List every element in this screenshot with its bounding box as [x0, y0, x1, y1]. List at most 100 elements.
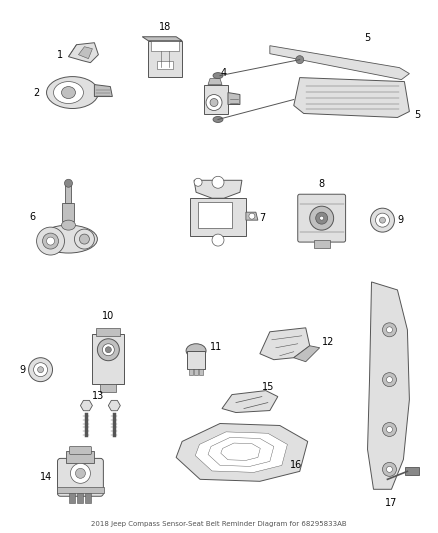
Text: 11: 11	[210, 342, 222, 352]
Bar	[314, 240, 330, 248]
Circle shape	[206, 94, 222, 110]
Circle shape	[79, 234, 89, 244]
Bar	[92, 334, 124, 384]
Bar	[63, 203, 74, 221]
Circle shape	[102, 344, 114, 356]
Text: 2: 2	[33, 87, 40, 98]
Circle shape	[386, 466, 392, 472]
Bar	[198, 202, 232, 228]
FancyBboxPatch shape	[70, 447, 92, 455]
Text: 5: 5	[414, 110, 420, 120]
Ellipse shape	[53, 82, 83, 103]
Circle shape	[42, 233, 59, 249]
FancyBboxPatch shape	[57, 458, 103, 496]
FancyBboxPatch shape	[298, 194, 346, 242]
Polygon shape	[246, 212, 258, 220]
Circle shape	[74, 229, 95, 249]
Polygon shape	[294, 78, 410, 117]
Circle shape	[97, 339, 119, 361]
Bar	[190, 198, 246, 236]
Polygon shape	[222, 391, 278, 413]
Circle shape	[212, 176, 224, 188]
Polygon shape	[108, 400, 120, 411]
Bar	[148, 41, 182, 77]
Circle shape	[382, 462, 396, 477]
Text: 7: 7	[259, 213, 265, 223]
Text: 8: 8	[318, 179, 325, 189]
Polygon shape	[95, 85, 112, 96]
Bar	[85, 493, 92, 503]
Circle shape	[382, 373, 396, 386]
Bar	[78, 493, 83, 503]
Bar	[157, 61, 173, 69]
Polygon shape	[228, 93, 240, 104]
Text: 5: 5	[364, 33, 371, 43]
Circle shape	[249, 213, 255, 219]
Text: 14: 14	[40, 472, 53, 482]
Text: 9: 9	[397, 215, 403, 225]
Circle shape	[64, 179, 72, 187]
Polygon shape	[367, 282, 410, 489]
Circle shape	[210, 99, 218, 107]
Polygon shape	[204, 85, 228, 115]
Circle shape	[194, 178, 202, 186]
Bar	[406, 467, 419, 475]
Polygon shape	[68, 43, 99, 63]
Polygon shape	[208, 438, 274, 466]
Circle shape	[386, 377, 392, 383]
Bar	[199, 369, 203, 375]
Circle shape	[38, 367, 43, 373]
Ellipse shape	[213, 72, 223, 78]
Polygon shape	[142, 37, 182, 41]
Circle shape	[386, 327, 392, 333]
Text: 12: 12	[321, 337, 334, 347]
Polygon shape	[221, 443, 260, 461]
Circle shape	[46, 237, 54, 245]
Text: 13: 13	[92, 391, 105, 401]
Polygon shape	[195, 432, 287, 472]
Ellipse shape	[39, 225, 97, 253]
Bar	[194, 369, 198, 375]
Circle shape	[379, 217, 385, 223]
Ellipse shape	[186, 344, 206, 358]
Circle shape	[296, 55, 304, 63]
Polygon shape	[81, 400, 92, 411]
Bar	[57, 487, 104, 493]
Circle shape	[34, 362, 48, 377]
Text: 17: 17	[385, 498, 398, 508]
Bar	[67, 451, 95, 463]
Circle shape	[28, 358, 53, 382]
Text: 15: 15	[261, 382, 274, 392]
Text: 4: 4	[221, 68, 227, 78]
Polygon shape	[78, 47, 92, 59]
Polygon shape	[208, 78, 222, 85]
Circle shape	[382, 423, 396, 437]
Text: 18: 18	[159, 22, 171, 32]
Bar	[187, 351, 205, 369]
Bar	[189, 369, 193, 375]
Circle shape	[382, 323, 396, 337]
Circle shape	[375, 213, 389, 227]
Polygon shape	[270, 46, 410, 79]
Circle shape	[371, 208, 395, 232]
Bar	[70, 493, 75, 503]
Text: 2018 Jeep Compass Sensor-Seat Belt Reminder Diagram for 68295833AB: 2018 Jeep Compass Sensor-Seat Belt Remin…	[91, 521, 347, 527]
Text: 16: 16	[290, 461, 302, 470]
Ellipse shape	[46, 77, 99, 109]
Ellipse shape	[61, 86, 75, 99]
Circle shape	[320, 216, 324, 220]
Ellipse shape	[213, 117, 223, 123]
Circle shape	[75, 469, 85, 478]
Text: 6: 6	[29, 212, 35, 222]
Ellipse shape	[61, 220, 75, 230]
Polygon shape	[194, 180, 242, 198]
Bar	[151, 41, 179, 51]
Circle shape	[212, 234, 224, 246]
Text: 10: 10	[102, 311, 114, 321]
Circle shape	[316, 212, 328, 224]
Circle shape	[37, 227, 64, 255]
Circle shape	[386, 426, 392, 432]
Circle shape	[71, 463, 90, 483]
Polygon shape	[260, 328, 310, 360]
Circle shape	[310, 206, 334, 230]
